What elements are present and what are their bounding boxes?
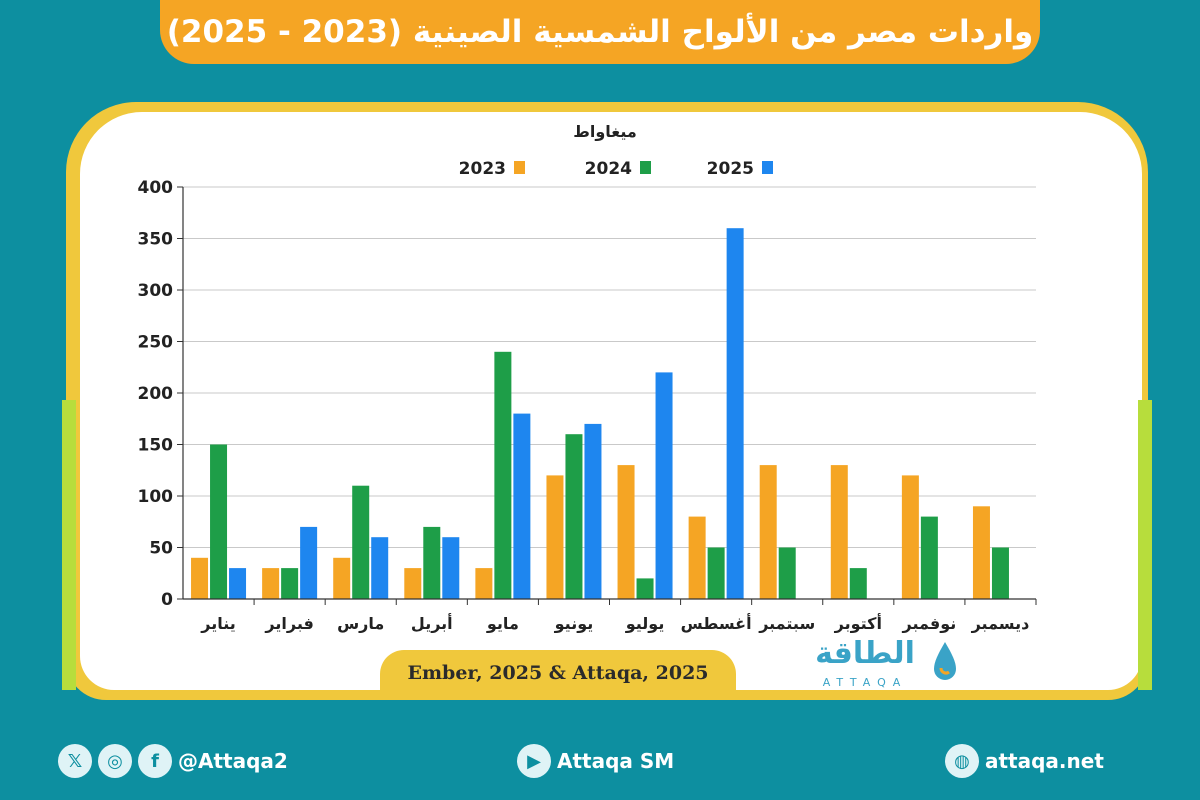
x-tick-label: يونيو: [554, 614, 594, 633]
x-tick-label: يوليو: [625, 614, 665, 633]
unit-label: ميغاواط: [573, 122, 637, 141]
instagram-icon[interactable]: ◎: [98, 744, 132, 778]
x-tick-label: فبراير: [264, 614, 313, 633]
bar-2023-3: [333, 557, 351, 599]
chart-card: [80, 112, 1142, 690]
facebook-icon[interactable]: f: [138, 744, 172, 778]
bar-2024-4: [423, 526, 441, 599]
legend-swatch-2025: [762, 161, 773, 174]
x-tick-label: أكتوبر: [834, 613, 882, 633]
bar-2023-10: [830, 465, 848, 599]
bar-2025-5: [513, 413, 531, 599]
globe-icon[interactable]: ◍: [945, 744, 979, 778]
legend-label-2023: 2023: [459, 159, 506, 179]
axes: 0 50 100 150 200 250 300 350 400 يناير فبراير مارس أ…: [138, 178, 1037, 633]
legend-swatch-2024: [640, 161, 651, 174]
y-tick-label: 50: [149, 539, 173, 559]
x-tick-label: ديسمبر: [971, 614, 1030, 633]
bar-2025-3: [371, 537, 389, 599]
y-tick-label: 250: [138, 333, 174, 353]
social-handle[interactable]: @Attaqa2: [178, 749, 288, 773]
bar-2023-12: [972, 506, 990, 599]
bar-2023-8: [688, 516, 706, 599]
youtube-link: ▶ Attaqa SM: [517, 743, 674, 779]
x-tick-label: أبريل: [411, 613, 453, 633]
source-label: Ember, 2025 & Attaqa, 2025: [380, 650, 736, 696]
legend-label-2024: 2024: [585, 159, 632, 179]
bar-2025-1: [229, 568, 247, 599]
youtube-handle[interactable]: Attaqa SM: [557, 749, 675, 773]
bar-2025-7: [655, 372, 673, 599]
bar-2023-6: [546, 475, 564, 599]
website-link: ◍ attaqa.net: [945, 743, 1104, 779]
bar-2023-9: [759, 465, 777, 599]
brand-logo: الطاقة ATTAQA: [800, 636, 960, 692]
website-url[interactable]: attaqa.net: [985, 749, 1104, 773]
y-tick-label: 350: [138, 230, 174, 250]
bar-2024-12: [991, 547, 1009, 599]
bar-2023-11: [901, 475, 919, 599]
title-bar: واردات مصر من الألواح الشمسية الصينية (2…: [160, 0, 1040, 64]
legend-label-2025: 2025: [707, 159, 754, 179]
social-links: 𝕏 ◎ f @Attaqa2: [58, 743, 288, 779]
legend-swatch-2023: [514, 161, 525, 174]
brand-name: الطاقة: [815, 636, 915, 671]
bar-2024-10: [849, 568, 867, 599]
drop-icon: [934, 642, 956, 680]
bar-2024-7: [636, 578, 654, 599]
bar-2023-4: [404, 568, 422, 599]
chart-title: واردات مصر من الألواح الشمسية الصينية (2…: [166, 14, 1034, 50]
bar-2025-8: [726, 228, 744, 599]
bar-2024-11: [920, 516, 938, 599]
legend: 2023 2024 2025: [459, 159, 773, 179]
bar-2024-2: [281, 568, 299, 599]
frame-accent-left: [62, 400, 76, 690]
bars: [191, 228, 1009, 599]
brand-sub: ATTAQA: [822, 676, 908, 689]
bar-2023-2: [262, 568, 280, 599]
youtube-icon[interactable]: ▶: [517, 744, 551, 778]
x-tick-label: سبتمبر: [758, 614, 815, 633]
bar-2023-5: [475, 568, 493, 599]
x-tick-label: نوفمبر: [902, 614, 957, 633]
x-tick-label: أغسطس: [681, 613, 752, 633]
bar-2024-8: [707, 547, 725, 599]
bar-2024-1: [210, 444, 228, 599]
bar-2025-6: [584, 423, 602, 599]
y-tick-label: 100: [138, 487, 174, 507]
bar-2023-1: [191, 557, 209, 599]
x-icon[interactable]: 𝕏: [58, 744, 92, 778]
bar-2025-4: [442, 537, 460, 599]
bar-2024-5: [494, 351, 512, 599]
y-tick-label: 0: [161, 590, 173, 610]
y-tick-label: 400: [138, 178, 174, 198]
bar-2023-7: [617, 465, 635, 599]
y-tick-label: 300: [138, 281, 174, 301]
y-tick-label: 150: [138, 436, 174, 456]
x-tick-label: مارس: [337, 614, 384, 633]
bar-2025-2: [300, 526, 318, 599]
x-tick-label: يناير: [200, 614, 236, 633]
bar-2024-3: [352, 485, 370, 599]
y-tick-label: 200: [138, 384, 174, 404]
bar-2024-6: [565, 434, 583, 599]
x-tick-label: مايو: [486, 614, 519, 633]
frame-accent-right: [1138, 400, 1152, 690]
bar-2024-9: [778, 547, 796, 599]
